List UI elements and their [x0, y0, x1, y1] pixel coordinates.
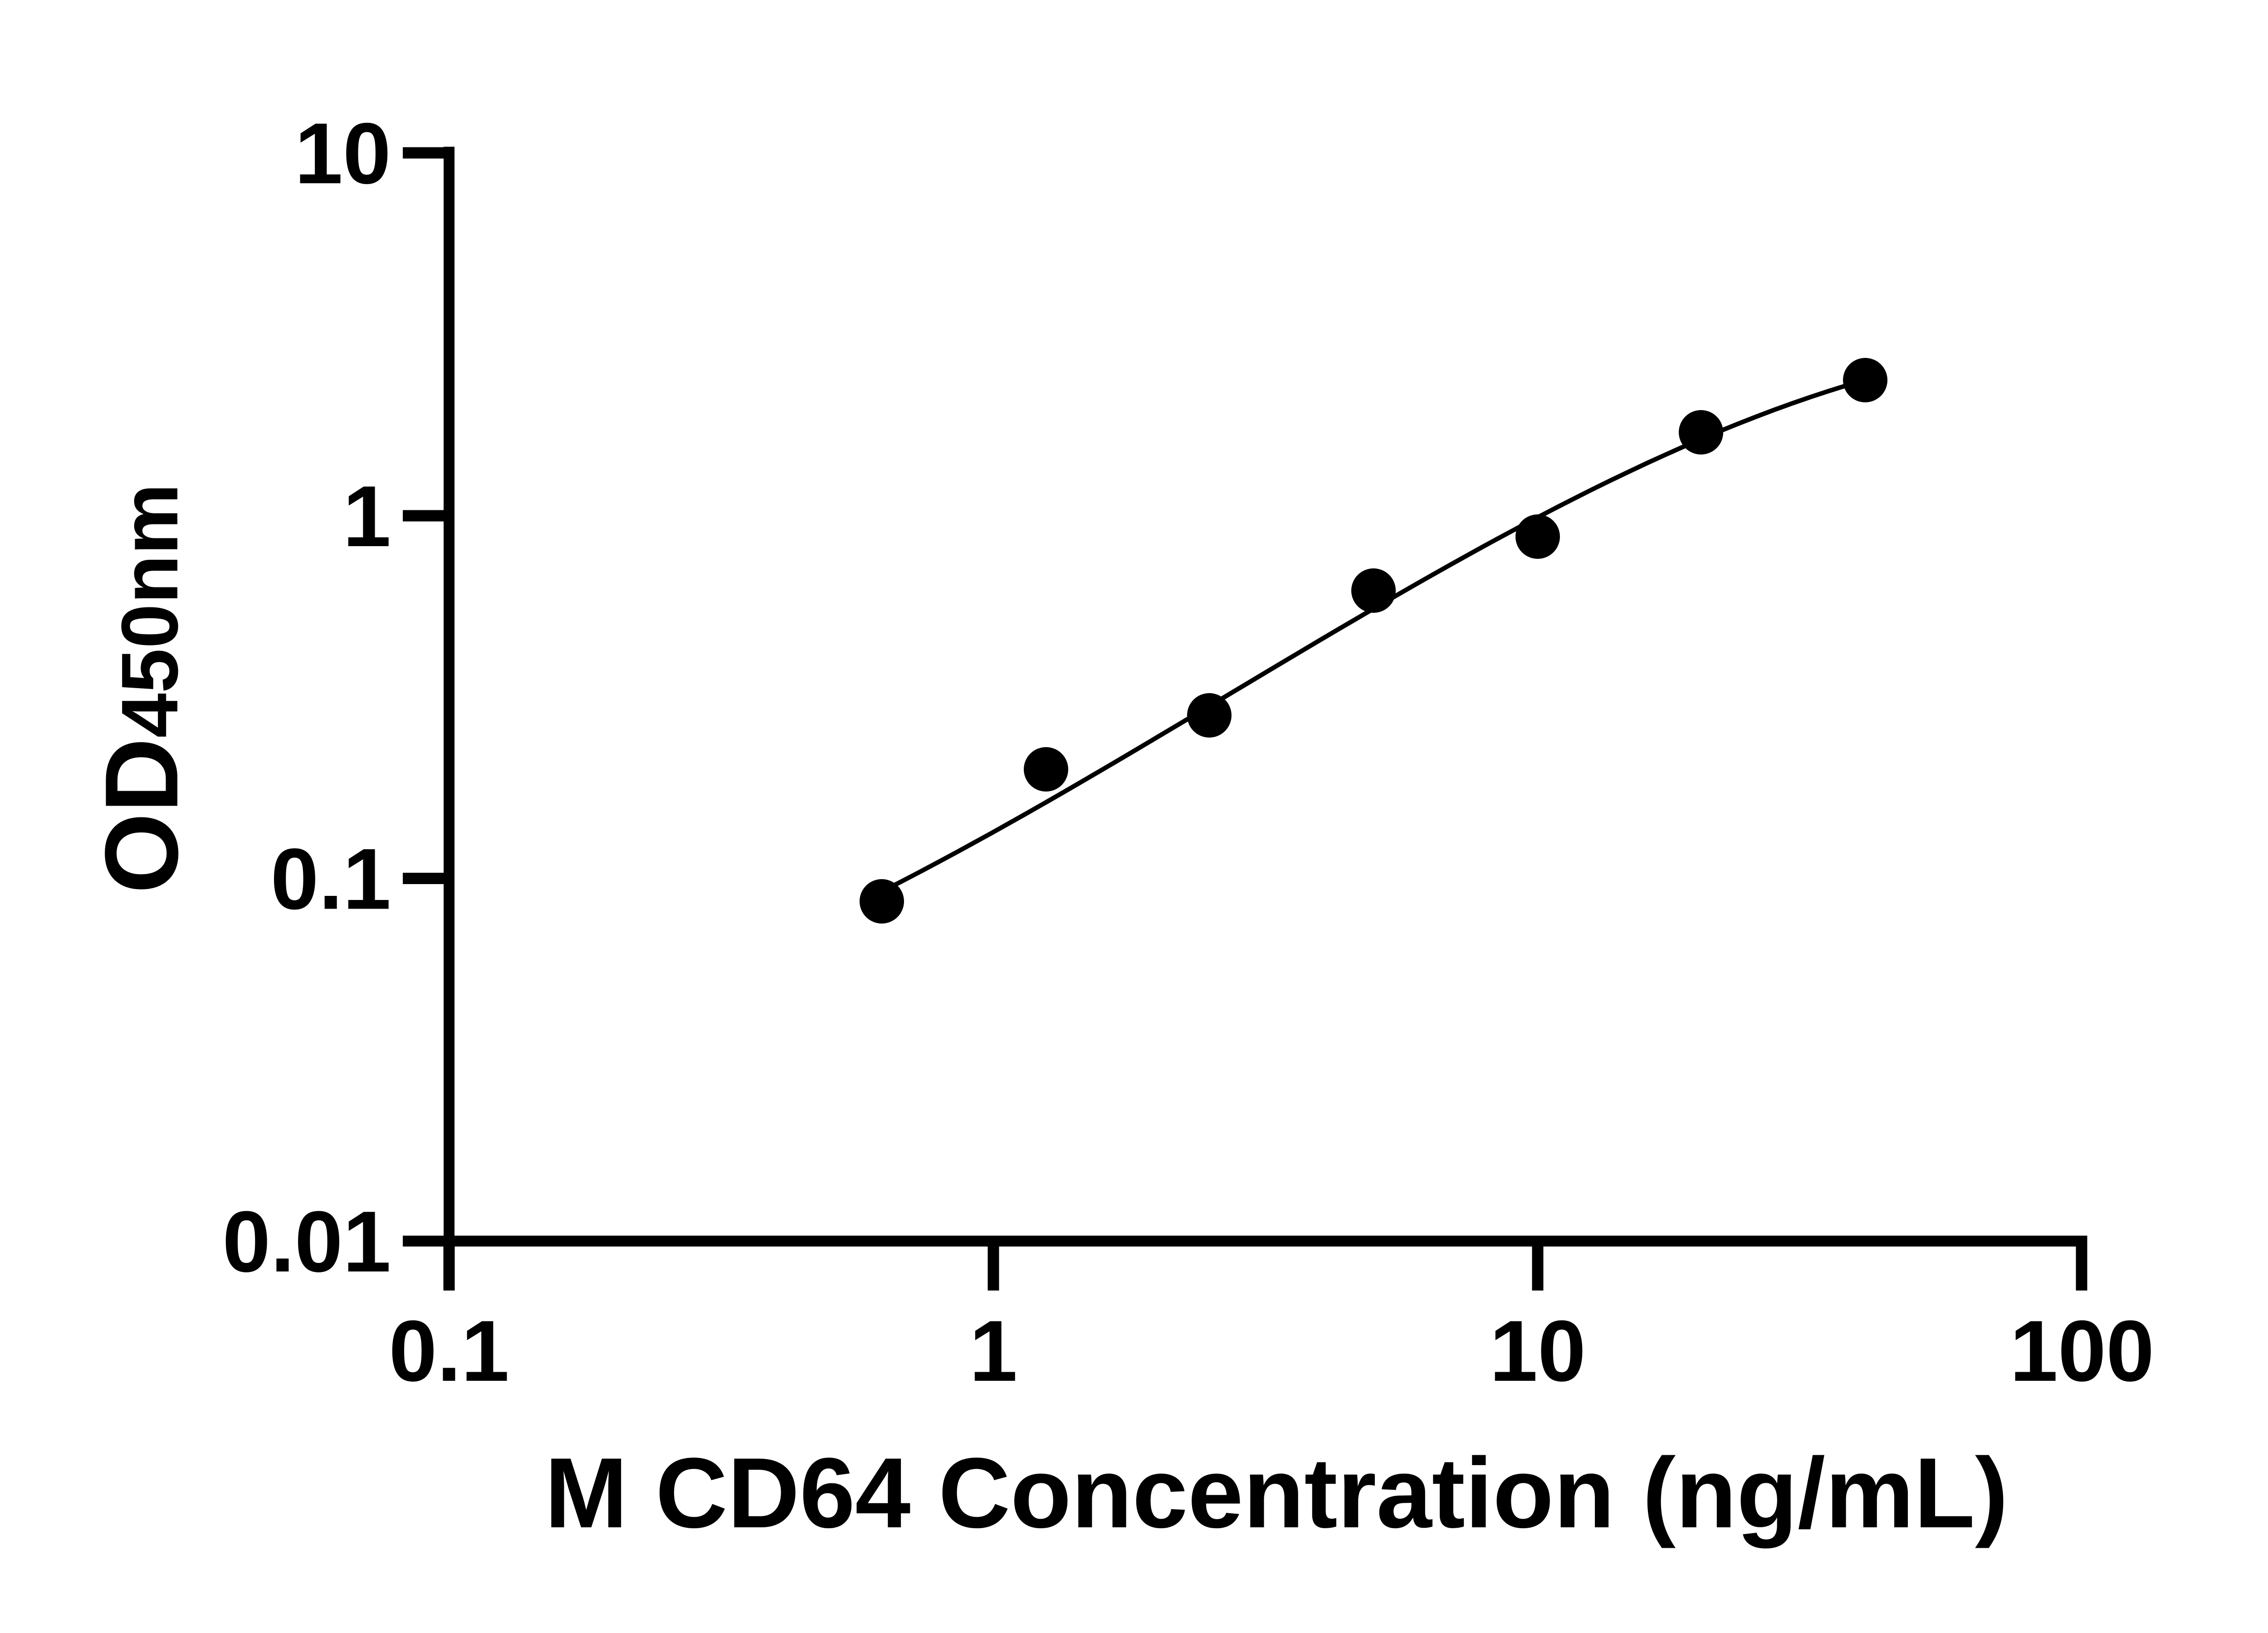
svg-text:1: 1	[343, 468, 391, 565]
svg-text:OD450nm: OD450nm	[83, 484, 200, 894]
svg-text:10: 10	[295, 105, 391, 202]
svg-text:M CD64 Concentration (ng/mL): M CD64 Concentration (ng/mL)	[545, 1437, 2009, 1549]
svg-text:0.1: 0.1	[389, 1303, 509, 1399]
svg-text:1: 1	[969, 1303, 1017, 1399]
svg-text:0.01: 0.01	[222, 1193, 391, 1290]
svg-text:10: 10	[1490, 1303, 1586, 1399]
svg-text:0.1: 0.1	[270, 831, 391, 928]
svg-text:100: 100	[2010, 1303, 2155, 1399]
